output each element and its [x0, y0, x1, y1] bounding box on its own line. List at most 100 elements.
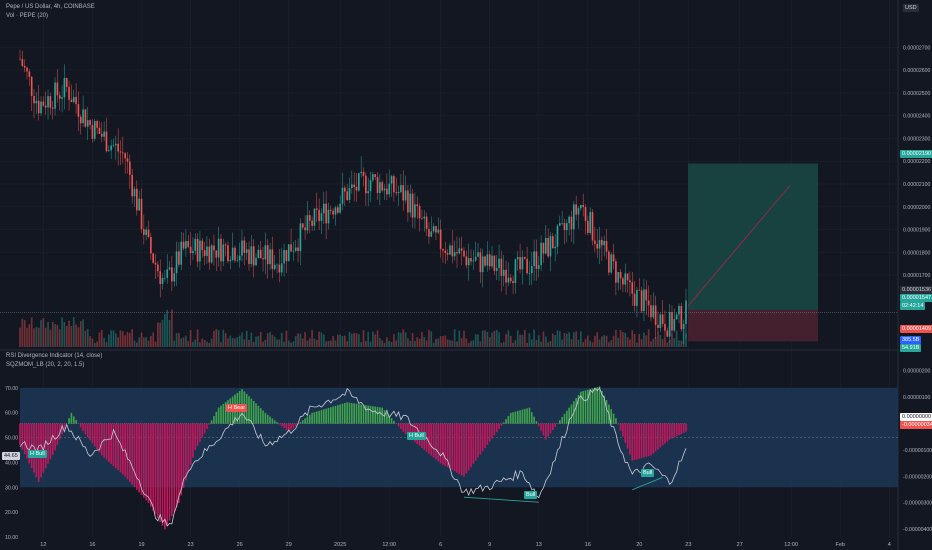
candle-body-212 [514, 259, 517, 283]
sqz-bar-2 [23, 423, 26, 455]
sqz-bar-229 [554, 423, 556, 427]
candle-body-208 [505, 269, 507, 283]
sqz-bar-102 [257, 405, 260, 424]
candle-body-40 [112, 145, 115, 146]
currency-button[interactable]: USD [903, 4, 919, 12]
volume-bar-137 [339, 334, 341, 347]
volume-bar-278 [668, 340, 671, 347]
volume-bar-263 [633, 334, 636, 347]
volume-bar-254 [612, 335, 615, 347]
sqz-legend[interactable]: SQZMOM_LB (20, 2, 20, 1.5) [6, 362, 85, 368]
rsi-legend[interactable]: RSI Divergence Indicator (14, close) [6, 353, 103, 359]
sqz-bar-261 [629, 423, 631, 455]
sqz-bar-239 [577, 394, 580, 424]
sqz-bar-160 [393, 420, 395, 424]
candle-body-218 [528, 273, 531, 274]
volume-bar-279 [671, 334, 673, 347]
sqz-bar-100 [252, 401, 255, 424]
candle-body-138 [341, 187, 344, 204]
volume-bar-258 [622, 332, 624, 347]
candle-body-63 [166, 269, 169, 278]
volume-bar-220 [533, 329, 535, 347]
candle-body-94 [238, 255, 241, 261]
time-tick-0: 12 [40, 542, 46, 548]
sqz-bar-118 [294, 423, 297, 427]
sqz-bar-75 [194, 423, 197, 451]
candle-body-155 [381, 182, 384, 191]
candle-body-183 [446, 253, 449, 255]
position-zones[interactable] [0, 163, 898, 342]
entry-price-tag: 0.00001547 [900, 294, 932, 302]
volume-bar-240 [580, 331, 582, 347]
candle-body-128 [318, 209, 320, 222]
volume-bar-38 [107, 334, 110, 347]
volume-bar-188 [458, 330, 461, 347]
sqz-bar-80 [206, 423, 208, 430]
price-tick-8: 0.00001900 [903, 228, 931, 234]
sqz-bar-111 [278, 423, 281, 425]
candle-body-113 [283, 250, 285, 264]
sqz-bar-256 [617, 423, 620, 425]
sqz-bar-133 [329, 407, 332, 424]
volume-bar-37 [105, 342, 108, 347]
candle-body-111 [278, 264, 281, 273]
volume-bar-170 [416, 337, 419, 347]
volume-bar-205 [498, 332, 500, 347]
candle-body-225 [544, 238, 547, 254]
candle-body-241 [582, 204, 584, 208]
sqz-bar-56 [150, 423, 152, 507]
sqz-bar-36 [103, 423, 105, 458]
candle-body-151 [372, 174, 374, 181]
volume-bar-268 [645, 335, 648, 347]
volume-bar-184 [449, 340, 451, 347]
sqz-bar-147 [362, 404, 365, 424]
sqz-bar-54 [145, 423, 148, 501]
sqz-bar-48 [131, 423, 133, 485]
volume-bar-66 [173, 340, 176, 347]
candle-body-215 [521, 257, 524, 270]
sqz-bar-62 [164, 423, 166, 530]
sqz-bar-203 [493, 423, 496, 436]
volume-legend[interactable]: Vol · PEPE (20) [6, 13, 49, 19]
volume-bar-56 [150, 335, 152, 347]
volume-bar-47 [129, 332, 131, 347]
volume-bar-127 [315, 340, 318, 347]
sqz-bar-10 [42, 423, 45, 473]
sqz-bar-201 [488, 423, 491, 442]
volume-bar-200 [486, 331, 489, 347]
sqz-bar-34 [98, 423, 101, 453]
candle-body-52 [140, 198, 143, 230]
sqz-bar-258 [622, 423, 624, 437]
candle-body-266 [640, 290, 643, 312]
volume-bar-166 [407, 338, 409, 347]
volume-bar-167 [409, 340, 412, 347]
candle-body-3 [26, 67, 28, 72]
sqz-bar-155 [381, 407, 384, 424]
candle-body-129 [320, 213, 323, 222]
candle-body-43 [119, 151, 122, 153]
sqz-tick-1: 0.00000100 [903, 395, 931, 401]
candle-body-223 [540, 242, 542, 266]
volume-bar-281 [675, 330, 678, 347]
sqz-bar-145 [358, 404, 360, 424]
symbol-title[interactable]: Pepe / US Dollar, 4h, COINBASE [6, 4, 95, 10]
sqz-bar-139 [344, 403, 346, 424]
sqz-bar-141 [348, 402, 351, 424]
sqz-bar-280 [673, 423, 676, 438]
sqz-bar-262 [631, 423, 634, 461]
candle-body-174 [425, 216, 428, 229]
volume-bar-39 [110, 330, 112, 347]
candle-body-127 [315, 208, 318, 210]
candle-body-259 [624, 273, 627, 285]
volume-bar-55 [147, 340, 150, 347]
sqz-bar-112 [280, 423, 283, 427]
volume-bar-219 [530, 339, 533, 347]
volume-bar-141 [348, 331, 351, 347]
sqz-bar-108 [271, 418, 274, 424]
volume-bar-277 [666, 342, 669, 347]
candle-body-272 [654, 305, 657, 325]
volume-bar-174 [425, 340, 428, 347]
candle-body-186 [453, 252, 456, 257]
volume-bar-75 [194, 339, 197, 347]
